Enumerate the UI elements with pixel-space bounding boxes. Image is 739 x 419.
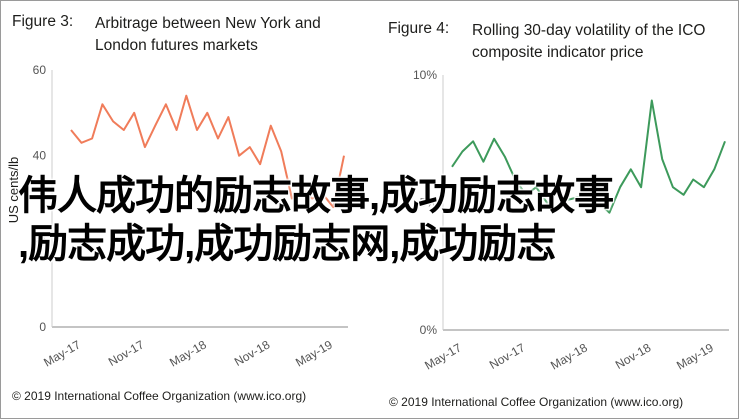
right-figure-label: Figure 4: — [388, 20, 450, 37]
right-x-tick-label: May-19 — [674, 340, 716, 372]
left-y-tick-label: 0 — [39, 320, 46, 334]
left-x-tick-label: May-18 — [167, 337, 209, 369]
right-x-tick-label: May-18 — [548, 340, 590, 372]
left-credit: © 2019 International Coffee Organization… — [12, 389, 307, 403]
overlay-line-2: ,励志成功,成功励志网,成功励志 — [18, 222, 556, 266]
right-credit: © 2019 International Coffee Organization… — [389, 395, 684, 409]
overlay-text: 伟人成功的励志故事,成功励志故事 ,励志成功,成功励志网,成功励志 — [18, 172, 718, 268]
left-figure-label: Figure 3: — [12, 13, 74, 30]
right-series-line — [451, 99, 726, 214]
left-y-axis-title: US cents/lb — [6, 157, 21, 223]
left-x-tick-label: May-17 — [41, 337, 83, 369]
right-x-tick-label: May-17 — [422, 340, 464, 372]
left-y-tick-label: 60 — [33, 63, 47, 77]
left-chart-title: Arbitrage between New York and London fu… — [95, 15, 321, 54]
left-x-tick-label: Nov-17 — [106, 337, 147, 369]
overlay-line-1: 伟人成功的励志故事,成功励志故事 — [18, 174, 614, 218]
left-x-tick-label: Nov-18 — [232, 337, 273, 369]
left-y-tick-label: 40 — [33, 149, 47, 163]
left-y-tick-label: 20 — [33, 234, 47, 248]
left-series-line — [70, 94, 345, 209]
right-y-tick-label: 10% — [413, 68, 437, 82]
right-y-tick-label: 5% — [420, 196, 438, 210]
right-y-tick-label: 0% — [420, 323, 438, 337]
right-x-tick-label: Nov-17 — [487, 340, 528, 372]
right-chart-title: Rolling 30-day volatility of the ICO com… — [472, 22, 706, 61]
right-x-tick-label: Nov-18 — [613, 340, 654, 372]
left-x-tick-label: May-19 — [293, 337, 335, 369]
